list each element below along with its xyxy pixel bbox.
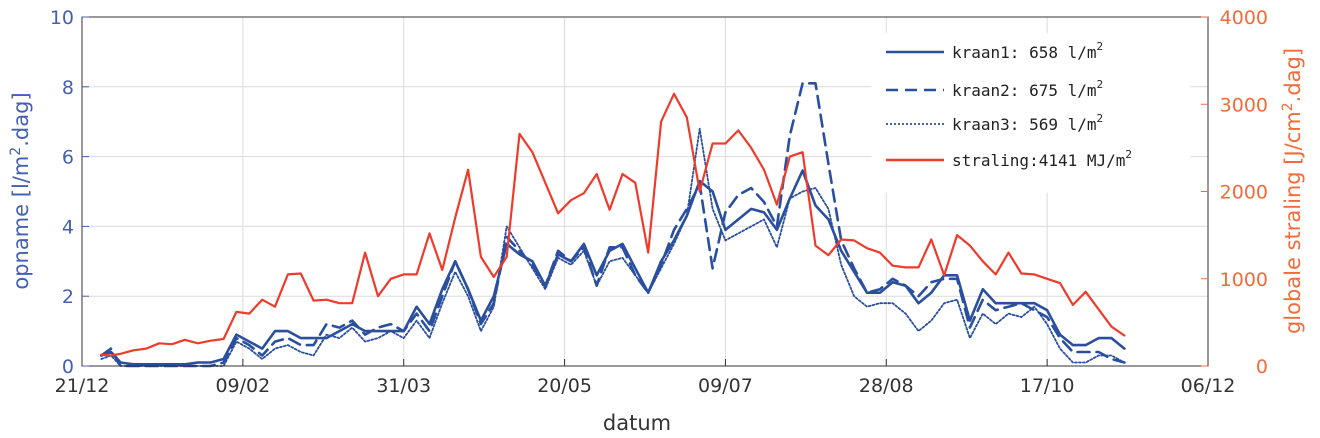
x-tick-label: 17/10 [1020, 375, 1075, 397]
x-tick-label: 31/03 [376, 375, 431, 397]
legend-item-kraan1: kraan1: 658 l/m2 [886, 40, 1103, 62]
legend-label-straling: straling:4141 MJ/m2 [952, 148, 1132, 170]
left-y-axis-title-tail: .dag] [9, 92, 33, 146]
left-y-tick-label: 0 [62, 356, 74, 378]
right-y-tick-label: 2000 [1220, 182, 1268, 204]
x-tick-label: 28/08 [859, 375, 914, 397]
series-line-kraan3 [100, 127, 1126, 367]
legend-label-kraan3: kraan3: 569 l/m2 [952, 112, 1103, 134]
legend-item-kraan3: kraan3: 569 l/m2 [886, 112, 1103, 134]
left-y-axis-title-main: opname [l/m [9, 156, 33, 290]
right-y-axis: 0 1000 2000 3000 4000 [1201, 7, 1268, 378]
x-tick-label: 09/02 [215, 375, 270, 397]
x-tick-label: 21/12 [55, 375, 110, 397]
series-layer [100, 82, 1126, 368]
left-y-tick-label: 10 [50, 7, 74, 29]
x-tick-label: 09/07 [698, 375, 753, 397]
legend-item-straling: straling:4141 MJ/m2 [886, 148, 1132, 170]
right-y-axis-title: globale straling [J/cm2.dag] [1280, 48, 1305, 334]
right-y-tick-label: 4000 [1220, 7, 1268, 29]
x-axis: 21/12 09/02 31/03 20/05 09/07 28/08 17/10 06/12 [55, 359, 1236, 397]
left-y-tick-label: 2 [62, 286, 74, 308]
right-y-tick-label: 0 [1256, 356, 1268, 378]
series-line-kraan2 [100, 82, 1126, 368]
left-y-tick-label: 4 [62, 216, 74, 238]
left-y-axis-title-sup: 2 [8, 147, 24, 156]
left-y-tick-label: 6 [62, 147, 74, 169]
legend-item-kraan2: kraan2: 675 l/m2 [886, 78, 1103, 100]
right-y-axis-title-tail: .dag] [1281, 48, 1305, 102]
legend-label-kraan1: kraan1: 658 l/m2 [952, 40, 1103, 62]
series-line-straling [100, 92, 1126, 357]
x-tick-label: 20/05 [537, 375, 592, 397]
x-tick-label: 06/12 [1181, 375, 1236, 397]
left-y-tick-label: 8 [62, 77, 74, 99]
legend: kraan1: 658 l/m2 kraan2: 675 l/m2 kraan3… [871, 33, 1191, 193]
right-y-tick-label: 1000 [1220, 269, 1268, 291]
left-y-axis: 0 2 4 6 8 10 [50, 7, 89, 378]
right-y-axis-title-main: globale straling [J/cm [1281, 111, 1305, 334]
left-y-axis-title: opname [l/m2.dag] [8, 92, 33, 289]
x-axis-title: datum [603, 411, 671, 435]
legend-box [871, 33, 1191, 193]
right-y-axis-title-sup: 2 [1280, 102, 1296, 111]
legend-label-kraan2: kraan2: 675 l/m2 [952, 78, 1103, 100]
right-y-tick-label: 3000 [1220, 94, 1268, 116]
